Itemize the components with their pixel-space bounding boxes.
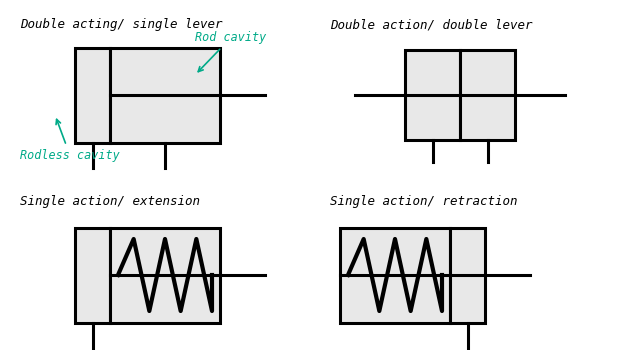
Text: Double action/ double lever: Double action/ double lever [330, 18, 533, 31]
Bar [75, 228, 110, 322]
Bar [110, 48, 220, 142]
Bar [450, 228, 485, 322]
Bar [340, 228, 450, 322]
Bar [405, 50, 460, 140]
Text: Rodless cavity: Rodless cavity [20, 119, 120, 161]
Text: Single action/ extension: Single action/ extension [20, 195, 200, 208]
Text: Single action/ retraction: Single action/ retraction [330, 195, 518, 208]
Bar [75, 48, 110, 142]
Bar [460, 50, 515, 140]
Text: Rod cavity: Rod cavity [195, 32, 266, 72]
Text: Double acting/ single lever: Double acting/ single lever [20, 18, 222, 31]
Bar [110, 228, 220, 322]
